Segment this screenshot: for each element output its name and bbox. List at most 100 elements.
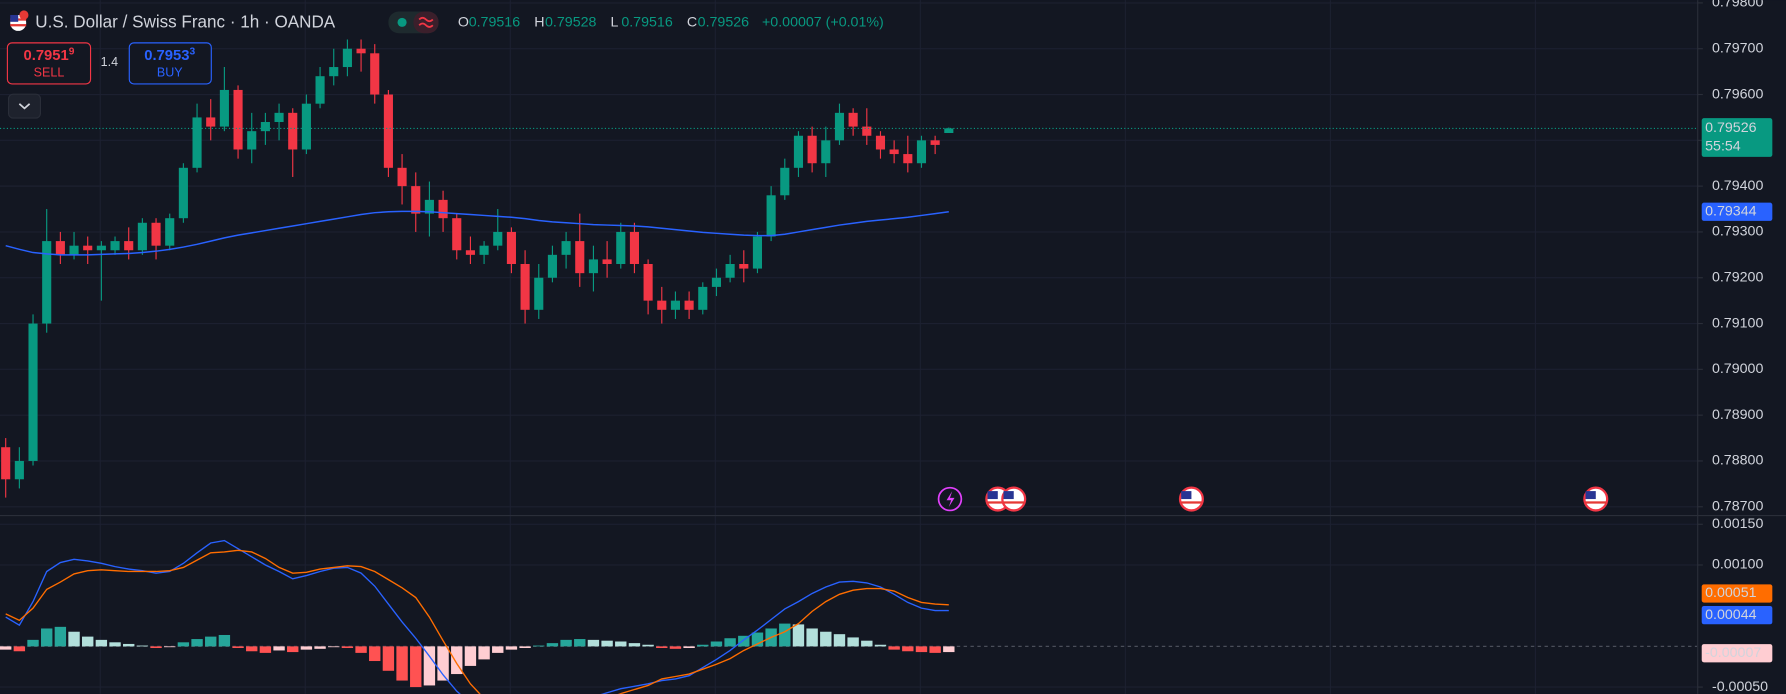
- candle-body: [1, 447, 11, 480]
- histogram-bar: [861, 640, 873, 647]
- flag-stripe: [1181, 501, 1202, 504]
- candle-body: [178, 167, 188, 219]
- candle-body: [561, 241, 571, 255]
- y-tick-label: 0.78800: [1712, 453, 1763, 469]
- last-price-box: [1701, 118, 1773, 157]
- y-tick-label: 0.79200: [1712, 270, 1763, 286]
- candle-body: [247, 131, 257, 150]
- histogram-bar: [574, 639, 586, 647]
- histogram-bar: [109, 642, 121, 647]
- flag-stripe: [987, 501, 1009, 504]
- candle-body: [944, 128, 954, 133]
- candle-body: [889, 149, 899, 155]
- histogram-bar: [123, 643, 135, 647]
- histogram-bar: [738, 635, 750, 647]
- candle-body: [807, 135, 817, 164]
- candle-body: [793, 135, 804, 168]
- y-tick-label: 0.79600: [1712, 86, 1763, 102]
- status-icon: [418, 16, 434, 28]
- histogram-bar: [82, 636, 94, 647]
- symbol-title[interactable]: U.S. Dollar / Swiss Franc · 1h · OANDA: [35, 12, 335, 31]
- histogram-bar: [451, 646, 463, 675]
- chevron-icon: [18, 103, 31, 110]
- candle-body: [137, 222, 147, 251]
- histogram-bar: [423, 646, 436, 686]
- y-tick-label: 0.79400: [1712, 178, 1763, 194]
- event-flag[interactable]: [1178, 486, 1204, 512]
- y-tick-label: 0.79100: [1712, 315, 1763, 331]
- histogram-bar: [792, 624, 805, 647]
- candle-body: [288, 112, 298, 150]
- candle-body: [28, 323, 38, 461]
- candle-body: [520, 263, 530, 310]
- flag-stripe: [1585, 501, 1607, 504]
- candle-body: [534, 277, 544, 310]
- legend-key: C: [687, 15, 697, 31]
- candle-body: [575, 241, 585, 274]
- trade-buttons: 0.79519 SELL 1.4 0.79533 BUY: [6, 42, 212, 119]
- buy-label: BUY: [157, 65, 183, 79]
- candle-body: [493, 231, 503, 246]
- candle-body: [219, 89, 229, 127]
- candle-body: [14, 460, 24, 480]
- histogram-bar: [915, 646, 928, 653]
- candle-body: [875, 135, 886, 150]
- legend-key: O: [458, 15, 469, 31]
- spread: 1.4: [101, 55, 118, 69]
- histogram-bar: [656, 646, 668, 649]
- histogram-bar: [505, 646, 518, 650]
- candle-body: [315, 76, 325, 104]
- histogram-bar: [191, 639, 203, 647]
- y-tick-label: 0.79700: [1712, 40, 1763, 56]
- status-dot: [397, 17, 407, 27]
- event-flag[interactable]: [1583, 486, 1609, 512]
- histogram-bar: [710, 641, 723, 647]
- histogram-bar: [697, 644, 709, 647]
- legend-value: 0.79526: [698, 15, 749, 31]
- candle-body: [916, 140, 927, 164]
- candle-body: [698, 286, 708, 310]
- candle-body: [383, 94, 393, 168]
- histogram-bar: [68, 631, 80, 647]
- flag-canton: [10, 14, 19, 22]
- candle-body: [465, 250, 475, 255]
- histogram-bar: [888, 646, 900, 650]
- ema-line: [5, 210, 949, 256]
- candle-body: [643, 263, 653, 301]
- candle-body: [752, 236, 763, 269]
- candle-body: [411, 186, 421, 214]
- collapse-button[interactable]: [7, 93, 42, 119]
- y-tick-label: 0.79000: [1712, 361, 1763, 377]
- y-tick-label: 0.79300: [1712, 224, 1763, 240]
- histogram-bar: [929, 646, 941, 653]
- event-markers: [937, 486, 1609, 512]
- sell-button[interactable]: [6, 42, 92, 85]
- flag-canton: [1181, 491, 1192, 500]
- change: +0.00007 (+0.01%): [762, 15, 884, 31]
- histogram-bar: [779, 623, 791, 647]
- ema-price-label: 0.79344: [1705, 204, 1756, 220]
- histogram-bar: [615, 641, 627, 647]
- histogram-bar: [218, 634, 231, 647]
- candle-body: [602, 259, 612, 264]
- candle-body: [206, 117, 216, 127]
- event-flag[interactable]: [1001, 486, 1027, 512]
- buy-button[interactable]: [128, 42, 212, 85]
- histogram-bar: [410, 646, 422, 688]
- histogram-bar: [874, 644, 887, 647]
- symbol-header: U.S. Dollar / Swiss Franc · 1h · OANDA O…: [10, 10, 884, 34]
- signal-value-label: 0.00051: [1705, 585, 1756, 601]
- lightning-icon: [946, 491, 955, 508]
- histogram-bar: [492, 646, 504, 653]
- candle-body: [848, 112, 858, 127]
- histogram-bar: [820, 631, 832, 647]
- price-pane: [0, 39, 1698, 498]
- candle-body: [657, 300, 667, 310]
- signal-line: [5, 549, 949, 694]
- histogram-bar: [13, 646, 26, 652]
- histogram-bar: [396, 646, 408, 681]
- histogram-bar: [314, 646, 326, 649]
- candle-body: [711, 277, 722, 287]
- histogram-bar: [464, 646, 477, 666]
